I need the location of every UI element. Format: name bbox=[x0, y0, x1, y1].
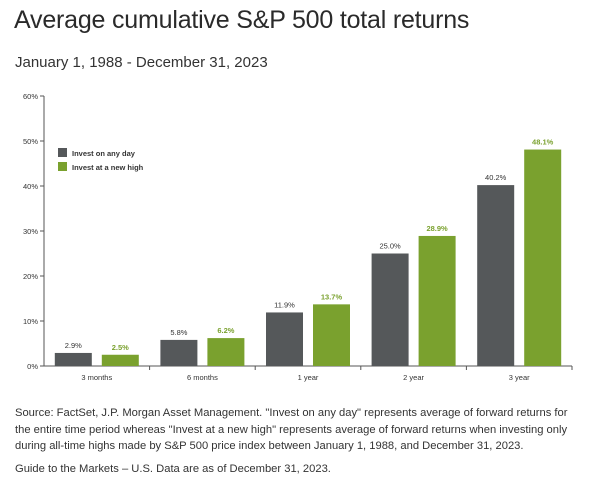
data-label: 25.0% bbox=[379, 242, 401, 251]
bar bbox=[160, 339, 198, 366]
chart-title: Average cumulative S&P 500 total returns bbox=[14, 6, 470, 34]
data-label: 28.9% bbox=[426, 224, 448, 233]
bar bbox=[524, 149, 562, 366]
x-tick-label: 2 year bbox=[403, 373, 424, 382]
bar bbox=[418, 235, 456, 366]
y-tick-label: 0% bbox=[27, 362, 38, 371]
x-tick-label: 3 months bbox=[81, 373, 112, 382]
data-label: 40.2% bbox=[485, 173, 507, 182]
chart-subtitle: January 1, 1988 - December 31, 2023 bbox=[15, 54, 268, 71]
y-tick-label: 30% bbox=[23, 227, 38, 236]
bar bbox=[371, 253, 409, 366]
data-label: 2.9% bbox=[65, 341, 82, 350]
data-label: 2.5% bbox=[112, 343, 129, 352]
source-note: Source: FactSet, J.P. Morgan Asset Manag… bbox=[15, 407, 568, 453]
data-label: 13.7% bbox=[321, 292, 343, 301]
data-date-note: Guide to the Markets – U.S. Data are as … bbox=[15, 463, 331, 475]
bar bbox=[101, 354, 139, 366]
y-tick-label: 40% bbox=[23, 182, 38, 191]
data-label: 5.8% bbox=[170, 328, 187, 337]
y-tick-label: 60% bbox=[23, 92, 38, 101]
bar bbox=[266, 312, 303, 366]
data-label: 11.9% bbox=[274, 300, 295, 309]
data-label: 6.2% bbox=[217, 326, 234, 335]
legend-swatch bbox=[58, 148, 67, 157]
x-tick-label: 3 year bbox=[509, 373, 530, 382]
data-label: 48.1% bbox=[532, 138, 554, 147]
legend-swatch bbox=[58, 162, 67, 171]
legend-label: Invest at a new high bbox=[72, 163, 144, 172]
bar bbox=[207, 338, 245, 366]
bar bbox=[477, 185, 515, 366]
legend-label: Invest on any day bbox=[72, 149, 136, 158]
y-tick-label: 10% bbox=[23, 317, 38, 326]
bar-chart: 0% 10% 20% 30% 40% 50% 60% 3 months 6 months 1 ye… bbox=[23, 92, 573, 382]
bar bbox=[313, 304, 350, 366]
x-tick-label: 6 months bbox=[187, 373, 218, 382]
y-tick-label: 50% bbox=[23, 137, 38, 146]
y-tick-label: 20% bbox=[23, 272, 38, 281]
x-tick-label: 1 year bbox=[298, 373, 319, 382]
bar bbox=[54, 352, 92, 366]
